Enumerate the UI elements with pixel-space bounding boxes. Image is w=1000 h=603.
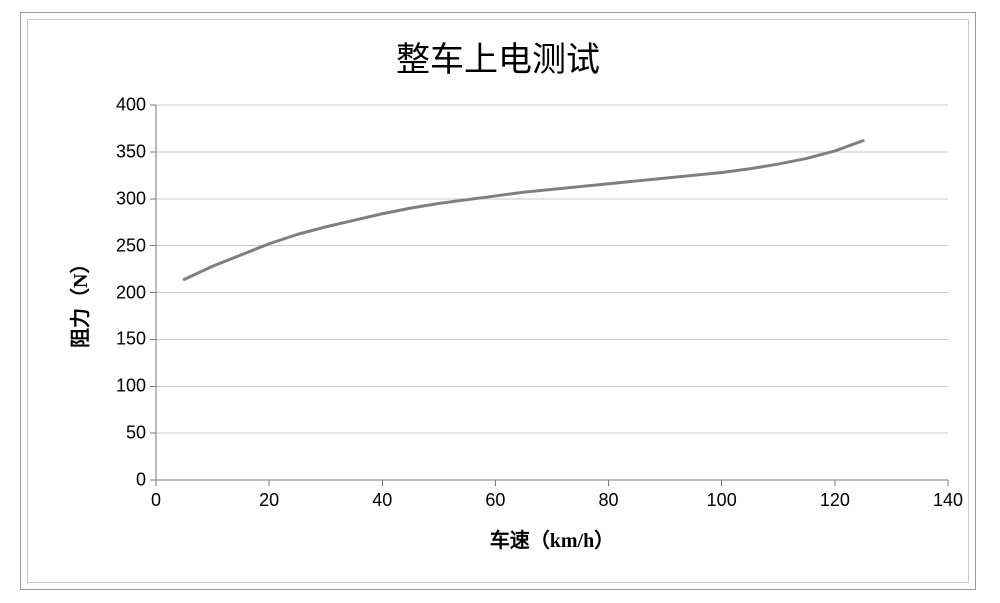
chart-title: 整车上电测试 <box>28 32 968 81</box>
x-tick-label: 20 <box>249 490 289 511</box>
x-axis-label: 车速（km/h） <box>156 524 948 553</box>
y-tick-label: 50 <box>106 423 146 444</box>
y-tick-label: 400 <box>106 95 146 116</box>
plot-svg <box>156 105 948 480</box>
y-tick-label: 350 <box>106 141 146 162</box>
x-tick-label: 140 <box>928 490 968 511</box>
y-tick-label: 250 <box>106 235 146 256</box>
chart-outer-frame: 整车上电测试 阻力（N） 0 50 100 150 200 250 300 350 400 0 2… <box>20 12 976 590</box>
y-tick-label: 300 <box>106 188 146 209</box>
x-tick-label: 80 <box>589 490 629 511</box>
y-tick-label: 200 <box>106 282 146 303</box>
x-tick-label: 40 <box>362 490 402 511</box>
y-tick-label: 0 <box>106 470 146 491</box>
y-tick-label: 100 <box>106 376 146 397</box>
x-tick-label: 100 <box>702 490 742 511</box>
x-tick-label: 60 <box>475 490 515 511</box>
y-tick-label: 150 <box>106 329 146 350</box>
series-line <box>184 141 863 280</box>
x-tick-label: 0 <box>136 490 176 511</box>
x-tick-label: 120 <box>815 490 855 511</box>
chart-inner-frame: 整车上电测试 阻力（N） 0 50 100 150 200 250 300 350 400 0 2… <box>27 19 969 583</box>
y-axis-label: 阻力（N） <box>64 253 93 347</box>
